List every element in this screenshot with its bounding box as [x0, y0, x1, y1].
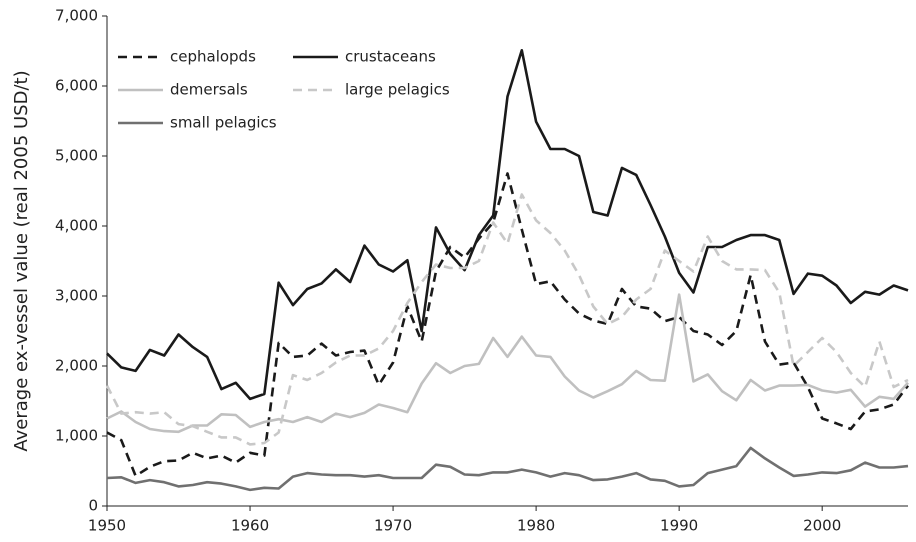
series-line [106, 446, 909, 492]
legend-label: cephalopds [170, 48, 256, 66]
y-tick-label: 3,000 [55, 287, 98, 305]
series-line [106, 172, 910, 478]
series-line [106, 293, 909, 434]
legend-label: crustaceans [345, 48, 436, 66]
y-tick-label: 2,000 [55, 357, 98, 375]
series-line [106, 49, 909, 401]
legend-label: demersals [170, 81, 248, 99]
series-line [105, 193, 909, 446]
x-tick-label: 1950 [88, 517, 126, 535]
y-axis-label: Average ex-vessel value (real 2005 USD/t… [11, 70, 32, 451]
legend-label: large pelagics [345, 81, 450, 99]
y-tick-label: 5,000 [55, 147, 98, 165]
y-tick-label: 1,000 [55, 427, 98, 445]
x-tick-label: 2000 [803, 517, 841, 535]
legend-label: small pelagics [170, 114, 277, 132]
y-tick-label: 6,000 [55, 77, 98, 95]
y-tick-label: 4,000 [55, 217, 98, 235]
x-tick-label: 1980 [517, 517, 555, 535]
y-tick-label: 7,000 [55, 7, 98, 25]
x-tick-label: 1970 [374, 517, 412, 535]
x-tick-label: 1960 [231, 517, 269, 535]
x-tick-label: 1990 [660, 517, 698, 535]
y-tick-label: 0 [88, 497, 98, 515]
